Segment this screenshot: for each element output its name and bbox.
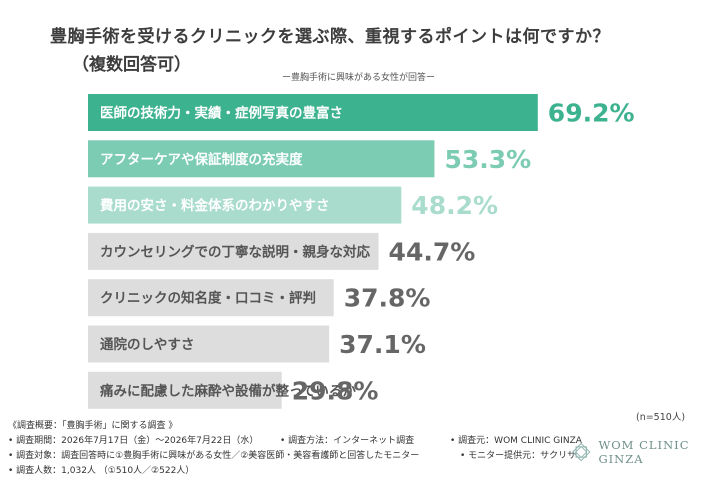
survey-target: • 調査対象：調査回答時に①豊胸手術に興味がある女性／②美容医師・美容看護師と回…	[8, 451, 420, 461]
survey-heading: 《調査概要：「豊胸手術」に関する調査 》	[8, 421, 178, 431]
survey-source: • 調査元：WOM CLINIC GINZA	[450, 436, 582, 446]
bar-row: アフターケアや保証制度の充実度 53.3%	[88, 140, 531, 178]
bar-row: 通院のしやすさ 37.1%	[88, 325, 426, 363]
bar-chart: 医師の技術力・実績・症例写真の豊富さ 69.2% アフターケアや保証制度の充実度 53…	[88, 94, 635, 409]
bar-category-label: カウンセリングでの丁寧な説明・親身な対応	[100, 243, 370, 260]
bar-value-label: 48.2%	[411, 191, 498, 220]
chart-subtitle: （複数回答可）	[72, 55, 191, 75]
wom-clinic-logo-icon	[572, 442, 591, 462]
bar-category-label: 痛みに配慮した麻酔や設備が整っているか	[99, 382, 356, 399]
bar	[88, 232, 379, 270]
bar-row: 医師の技術力・実績・症例写真の豊富さ 69.2%	[88, 94, 635, 131]
bar	[88, 279, 334, 317]
bar-category-label: アフターケアや保証制度の充実度	[100, 151, 303, 168]
bar-value-label: 37.1%	[339, 330, 426, 359]
bar-category-label: クリニックの知名度・口コミ・評判	[100, 290, 316, 307]
bar-value-label: 69.2%	[548, 99, 635, 128]
bar-category-label: 通院のしやすさ	[100, 336, 194, 353]
chart-title: 豊胸手術を受けるクリニックを選ぶ際、重視するポイントは何ですか？	[50, 27, 610, 47]
bar	[88, 140, 435, 178]
bar	[88, 325, 330, 363]
bar	[88, 371, 282, 409]
clinic-logo: WOM CLINIC GINZA	[570, 438, 720, 466]
bar-value-label: 37.8%	[344, 284, 431, 313]
bar	[88, 186, 402, 224]
sample-size-note: (n=510人)	[636, 412, 686, 423]
bar-row: カウンセリングでの丁寧な説明・親身な対応 44.7%	[88, 232, 476, 270]
bar-row: クリニックの知名度・口コミ・評判 37.8%	[88, 279, 431, 317]
survey-provider: • モニター提供元：サクリサ	[460, 451, 577, 461]
bar-value-label: 44.7%	[389, 237, 476, 266]
respondents-note: ー豊胸手術に興味がある女性が回答ー	[282, 73, 436, 83]
survey-summary: 《調査概要：「豊胸手術」に関する調査 》 • 調査期間：2026年7月17日（金…	[8, 418, 720, 480]
bar	[88, 94, 538, 131]
clinic-logo-text: WOM CLINIC GINZA	[598, 438, 690, 466]
bar-category-label: 医師の技術力・実績・症例写真の豊富さ	[100, 105, 343, 122]
bar-value-label: 29.8%	[292, 376, 379, 405]
bar-category-label: 費用の安さ・料金体系のわかりやすさ	[100, 197, 330, 214]
bar-row: 費用の安さ・料金体系のわかりやすさ 48.2%	[88, 186, 498, 224]
bar-value-label: 53.3%	[444, 145, 531, 174]
survey-count: • 調査人数：1,032人 （①510人／②522人）	[8, 466, 195, 476]
survey-method: • 調査方法：インターネット調査	[280, 436, 415, 446]
survey-period: • 調査期間：2026年7月17日（金）〜2026年7月22日（水）	[8, 436, 259, 446]
